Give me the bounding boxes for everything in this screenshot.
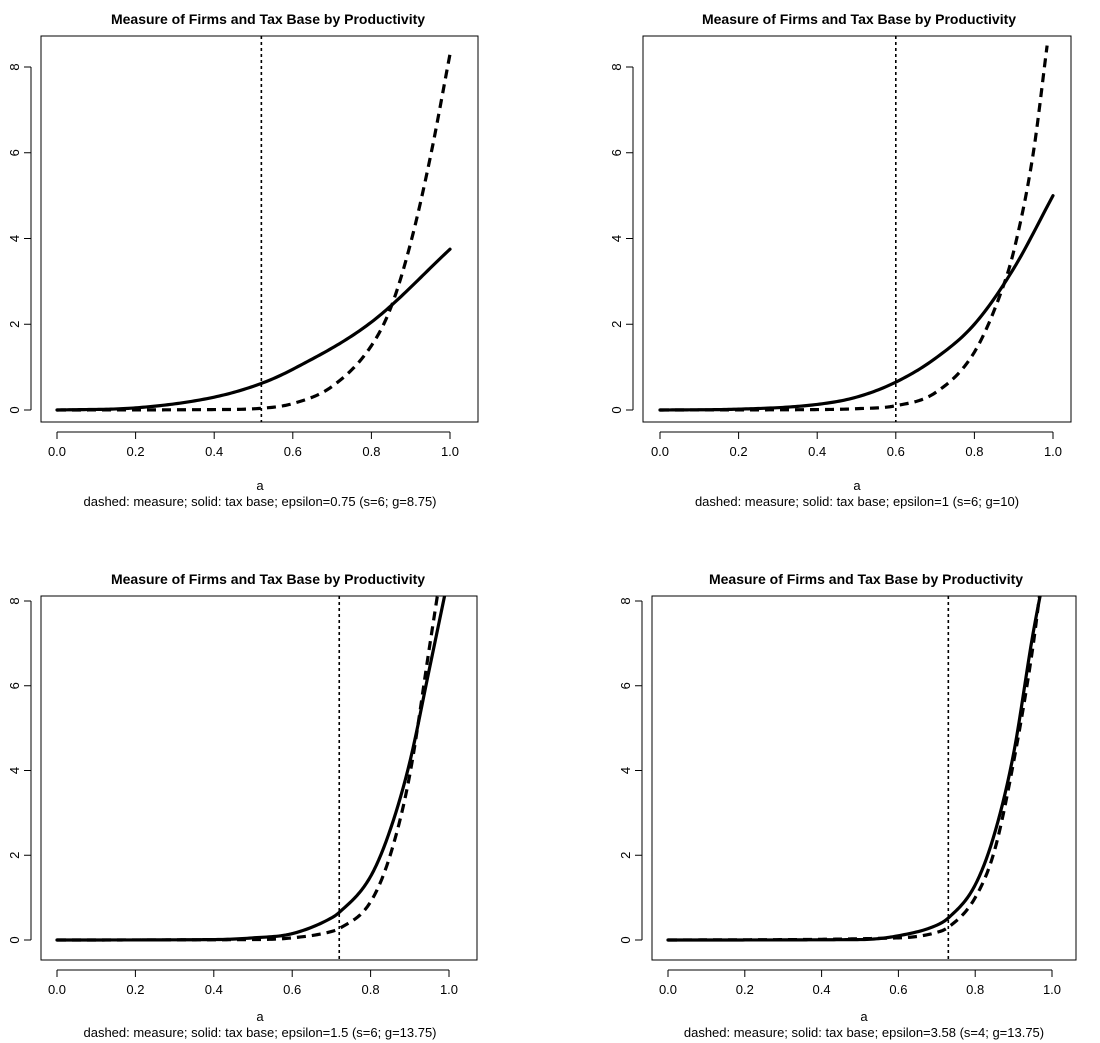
y-tick-label: 8 xyxy=(7,597,22,604)
x-ticks-4: 0.0 0.2 0.4 0.6 0.8 1.0 xyxy=(659,969,1061,997)
y-tick-label: 4 xyxy=(609,235,624,242)
tax-base-curve xyxy=(658,194,1055,412)
x-axis-label-4: a xyxy=(860,1009,868,1024)
y-tick-label: 6 xyxy=(7,149,22,156)
y-ticks-1: 0 2 4 6 8 xyxy=(7,63,32,414)
chart-subtitle-3: dashed: measure; solid: tax base; epsilo… xyxy=(83,1025,436,1040)
x-tick-label: 0.2 xyxy=(730,444,748,459)
y-tick-label: 4 xyxy=(7,767,22,774)
x-tick-label: 0.2 xyxy=(736,982,754,997)
y-tick-label: 2 xyxy=(609,321,624,328)
x-axis-label-1: a xyxy=(256,478,264,493)
y-tick-label: 6 xyxy=(609,149,624,156)
y-tick-label: 0 xyxy=(7,936,22,943)
y-tick-label: 8 xyxy=(618,597,633,604)
y-tick-label: 2 xyxy=(7,321,22,328)
plot-area-1 xyxy=(55,36,452,422)
x-ticks-3: 0.0 0.2 0.4 0.6 0.8 1.0 xyxy=(48,969,458,997)
x-tick-label: 0.6 xyxy=(283,982,301,997)
x-tick-label: 0.0 xyxy=(659,982,677,997)
x-axis-label-3: a xyxy=(256,1009,264,1024)
x-tick-label: 0.8 xyxy=(966,982,984,997)
x-tick-label: 0.0 xyxy=(48,982,66,997)
chart-title-4: Measure of Firms and Tax Base by Product… xyxy=(709,571,1023,587)
y-tick-label: 4 xyxy=(618,767,633,774)
x-tick-label: 0.4 xyxy=(813,982,831,997)
y-tick-label: 0 xyxy=(609,406,624,413)
chart-subtitle-4: dashed: measure; solid: tax base; epsilo… xyxy=(684,1025,1044,1040)
plot-frame-3 xyxy=(40,595,478,961)
x-tick-label: 0.0 xyxy=(651,444,669,459)
chart-panel-3: Measure of Firms and Tax Base by Product… xyxy=(7,571,478,1040)
chart-title-1: Measure of Firms and Tax Base by Product… xyxy=(111,11,425,27)
y-tick-label: 2 xyxy=(618,852,633,859)
x-tick-label: 1.0 xyxy=(1044,444,1062,459)
x-tick-label: 0.0 xyxy=(48,444,66,459)
x-ticks-2: 0.0 0.2 0.4 0.6 0.8 1.0 xyxy=(651,431,1062,459)
plot-area-3 xyxy=(55,596,447,960)
plot-area-2 xyxy=(658,36,1055,422)
chart-subtitle-2: dashed: measure; solid: tax base; epsilo… xyxy=(695,494,1019,509)
x-tick-label: 0.6 xyxy=(284,444,302,459)
x-tick-label: 0.8 xyxy=(362,982,380,997)
measure-curve xyxy=(57,596,439,942)
measure-curve xyxy=(667,596,1042,942)
x-axis-label-2: a xyxy=(853,478,861,493)
y-tick-label: 0 xyxy=(618,936,633,943)
x-tick-label: 0.8 xyxy=(362,444,380,459)
chart-subtitle-1: dashed: measure; solid: tax base; epsilo… xyxy=(83,494,436,509)
y-ticks-3: 0 2 4 6 8 xyxy=(7,597,32,944)
x-tick-label: 0.6 xyxy=(887,444,905,459)
x-tick-label: 0.4 xyxy=(205,444,223,459)
x-tick-label: 1.0 xyxy=(440,982,458,997)
measure-curve xyxy=(57,53,452,412)
chart-title-2: Measure of Firms and Tax Base by Product… xyxy=(702,11,1016,27)
chart-panel-4: Measure of Firms and Tax Base by Product… xyxy=(618,571,1077,1040)
tax-base-curve xyxy=(666,596,1042,942)
chart-panel-2: Measure of Firms and Tax Base by Product… xyxy=(609,11,1072,509)
y-ticks-4: 0 2 4 6 8 xyxy=(618,597,643,944)
y-tick-label: 0 xyxy=(7,406,22,413)
y-tick-label: 6 xyxy=(7,682,22,689)
x-tick-label: 1.0 xyxy=(441,444,459,459)
y-tick-label: 8 xyxy=(609,63,624,70)
x-tick-label: 0.2 xyxy=(127,444,145,459)
x-tick-label: 0.6 xyxy=(889,982,907,997)
x-tick-label: 0.8 xyxy=(965,444,983,459)
x-tick-label: 0.4 xyxy=(205,982,223,997)
x-tick-label: 0.4 xyxy=(808,444,826,459)
y-tick-label: 8 xyxy=(7,63,22,70)
tax-base-curve xyxy=(55,596,447,942)
chart-panel-1: Measure of Firms and Tax Base by Product… xyxy=(7,11,479,509)
y-tick-label: 2 xyxy=(7,852,22,859)
x-tick-label: 1.0 xyxy=(1043,982,1061,997)
chart-title-3: Measure of Firms and Tax Base by Product… xyxy=(111,571,425,587)
x-ticks-1: 0.0 0.2 0.4 0.6 0.8 1.0 xyxy=(48,431,459,459)
tax-base-curve xyxy=(55,247,452,412)
y-tick-label: 4 xyxy=(7,235,22,242)
plot-frame-2 xyxy=(642,35,1072,423)
y-tick-label: 6 xyxy=(618,682,633,689)
plot-frame-1 xyxy=(40,35,479,423)
y-ticks-2: 0 2 4 6 8 xyxy=(609,63,634,414)
measure-curve xyxy=(660,45,1049,412)
plot-frame-4 xyxy=(651,595,1077,961)
plot-area-4 xyxy=(666,596,1042,960)
x-tick-label: 0.2 xyxy=(126,982,144,997)
